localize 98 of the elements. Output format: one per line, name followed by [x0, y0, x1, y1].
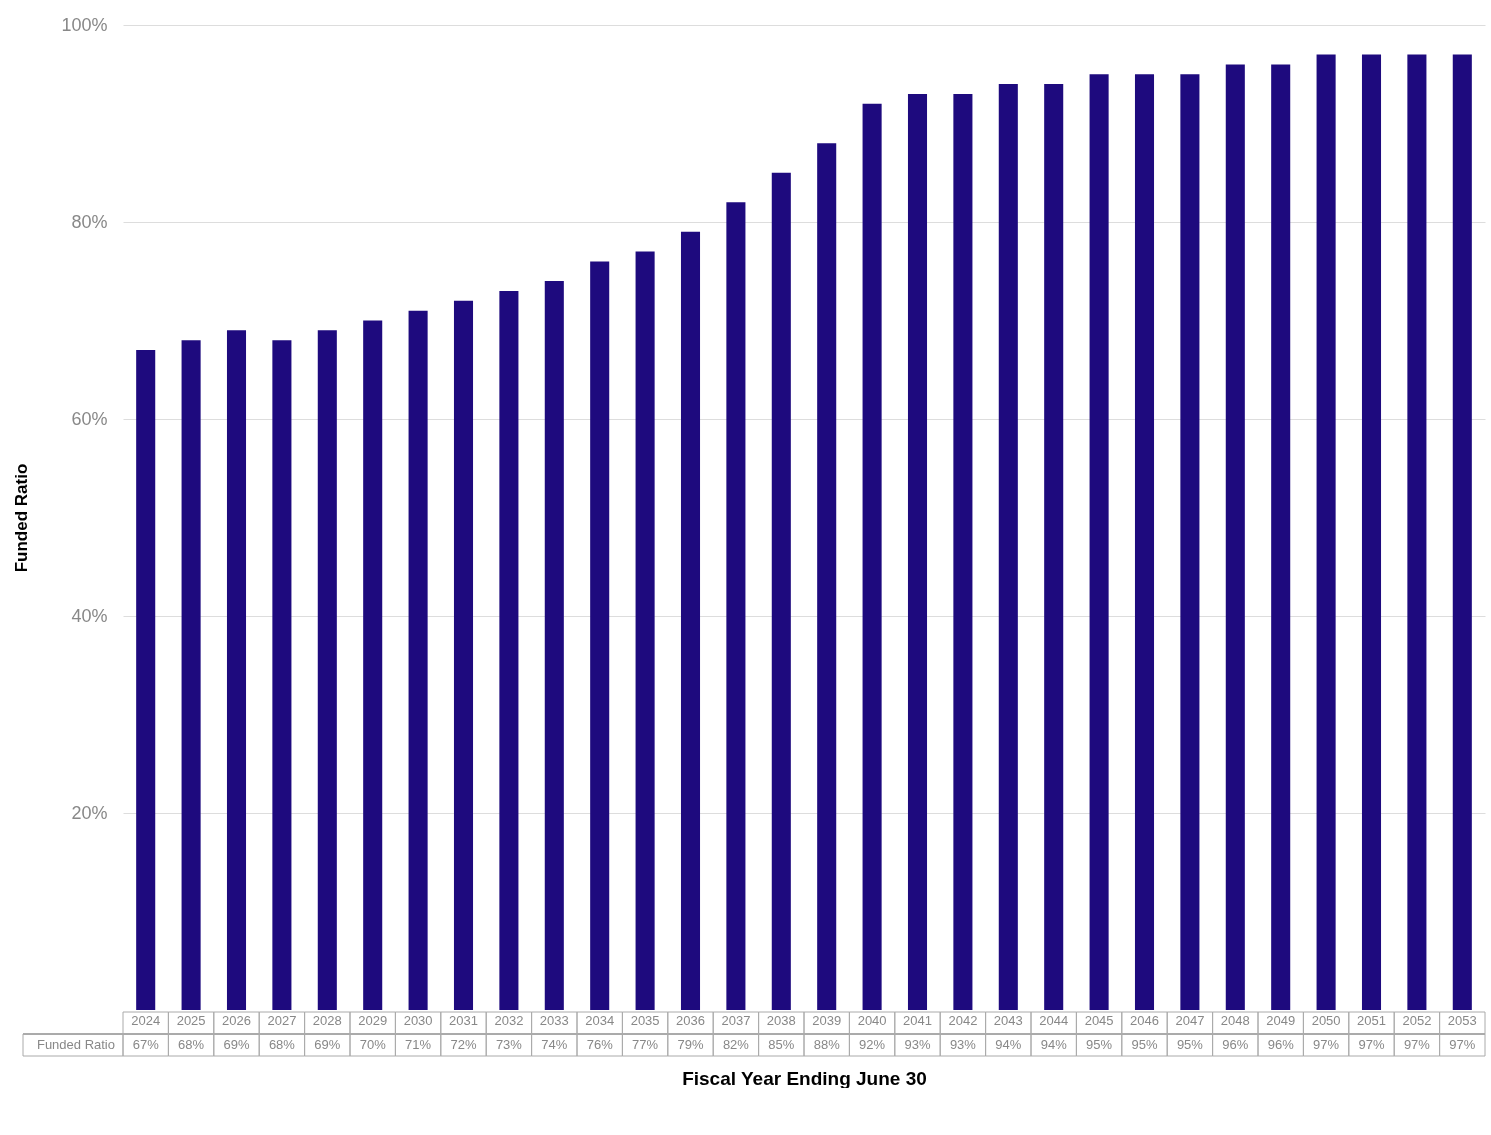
x-tick-label: 2034 — [585, 1012, 615, 1028]
y-tick-label: 40% — [71, 605, 108, 626]
x-tick-label: 2051 — [1357, 1012, 1386, 1028]
x-tick-label: 2028 — [312, 1012, 342, 1028]
x-tick-label: 2026 — [222, 1012, 251, 1028]
data-label: 77% — [632, 1037, 659, 1052]
x-tick-label: 2049 — [1266, 1012, 1296, 1028]
x-tick-label: 2035 — [630, 1012, 660, 1028]
data-label: 68% — [268, 1037, 296, 1052]
y-tick-label: 60% — [71, 408, 108, 429]
x-tick-label: 2041 — [903, 1012, 932, 1028]
bar — [1134, 74, 1155, 1010]
data-label: 93% — [904, 1037, 931, 1052]
data-label: 95% — [1131, 1037, 1158, 1052]
data-label: 69% — [314, 1037, 341, 1052]
data-label: 97% — [1403, 1037, 1431, 1052]
data-label: 93% — [949, 1037, 977, 1052]
y-axis-title: Funded Ratio — [12, 463, 32, 573]
bar — [317, 330, 337, 1010]
bar — [680, 231, 701, 1010]
data-label: 92% — [859, 1037, 886, 1052]
bar — [998, 84, 1018, 1010]
x-tick-label: 2029 — [358, 1012, 388, 1028]
bar — [1407, 54, 1427, 1010]
x-tick-label: 2038 — [766, 1012, 796, 1028]
bar — [181, 340, 201, 1010]
x-tick-label: 2033 — [539, 1012, 569, 1028]
data-label: 95% — [1176, 1037, 1204, 1052]
bar — [1452, 54, 1472, 1010]
bar — [1361, 54, 1382, 1010]
bar — [136, 350, 156, 1010]
x-axis-title: Fiscal Year Ending June 30 — [682, 1067, 927, 1089]
bar — [1271, 64, 1291, 1010]
bar — [907, 93, 928, 1010]
bar — [226, 330, 247, 1010]
bar — [453, 300, 474, 1010]
bar — [1316, 54, 1336, 1010]
bar — [817, 143, 837, 1010]
bar — [862, 103, 882, 1010]
x-tick-label: 2047 — [1175, 1012, 1205, 1028]
x-tick-label: 2044 — [1039, 1012, 1069, 1028]
data-label: 76% — [586, 1037, 614, 1052]
x-tick-label: 2050 — [1311, 1012, 1341, 1028]
bar — [1180, 74, 1200, 1010]
data-label: 71% — [405, 1037, 432, 1052]
x-tick-label: 2039 — [812, 1012, 842, 1028]
data-label: 73% — [495, 1037, 523, 1052]
x-tick-label: 2031 — [449, 1012, 478, 1028]
data-label: 70% — [359, 1037, 387, 1052]
x-tick-label: 2052 — [1402, 1012, 1432, 1028]
bar — [499, 290, 519, 1010]
bar — [1089, 74, 1109, 1010]
data-label: 97% — [1358, 1037, 1385, 1052]
bar — [544, 281, 564, 1010]
bar — [726, 202, 746, 1010]
data-label: 94% — [995, 1037, 1022, 1052]
y-tick-label: 20% — [71, 802, 108, 823]
data-label: 72% — [450, 1037, 477, 1052]
data-label: 82% — [722, 1037, 750, 1052]
data-label: 95% — [1086, 1037, 1113, 1052]
bar — [363, 320, 383, 1010]
bar — [771, 172, 791, 1010]
x-tick-label: 2043 — [993, 1012, 1023, 1028]
x-tick-label: 2036 — [676, 1012, 705, 1028]
bar — [1044, 84, 1064, 1010]
data-label: 79% — [677, 1037, 704, 1052]
bar — [635, 251, 655, 1010]
x-tick-label: 2024 — [131, 1012, 161, 1028]
data-label: 94% — [1040, 1037, 1068, 1052]
bar — [590, 261, 610, 1010]
data-label: 88% — [813, 1037, 841, 1052]
y-tick-label: 100% — [61, 14, 108, 35]
text: Funded Ratio — [36, 1037, 115, 1052]
data-label: 74% — [541, 1037, 568, 1052]
x-tick-label: 2053 — [1447, 1012, 1477, 1028]
x-tick-label: 2045 — [1084, 1012, 1114, 1028]
bar — [1225, 64, 1245, 1010]
x-tick-label: 2025 — [176, 1012, 206, 1028]
data-label: 97% — [1313, 1037, 1340, 1052]
data-label: 68% — [178, 1037, 205, 1052]
data-label: 69% — [223, 1037, 250, 1052]
data-label: 96% — [1222, 1037, 1249, 1052]
bar — [272, 340, 292, 1010]
x-tick-label: 2037 — [721, 1012, 751, 1028]
data-label: 96% — [1267, 1037, 1295, 1052]
data-label: 67% — [132, 1037, 160, 1052]
x-tick-label: 2042 — [948, 1012, 978, 1028]
x-tick-label: 2046 — [1130, 1012, 1159, 1028]
x-tick-label: 2030 — [403, 1012, 433, 1028]
data-label: 85% — [768, 1037, 795, 1052]
bar — [953, 93, 973, 1010]
x-tick-label: 2040 — [857, 1012, 887, 1028]
x-tick-label: 2027 — [267, 1012, 297, 1028]
data-label: 97% — [1449, 1037, 1476, 1052]
bar — [408, 310, 428, 1010]
x-tick-label: 2048 — [1220, 1012, 1250, 1028]
x-tick-label: 2032 — [494, 1012, 524, 1028]
y-tick-label: 80% — [71, 211, 108, 232]
